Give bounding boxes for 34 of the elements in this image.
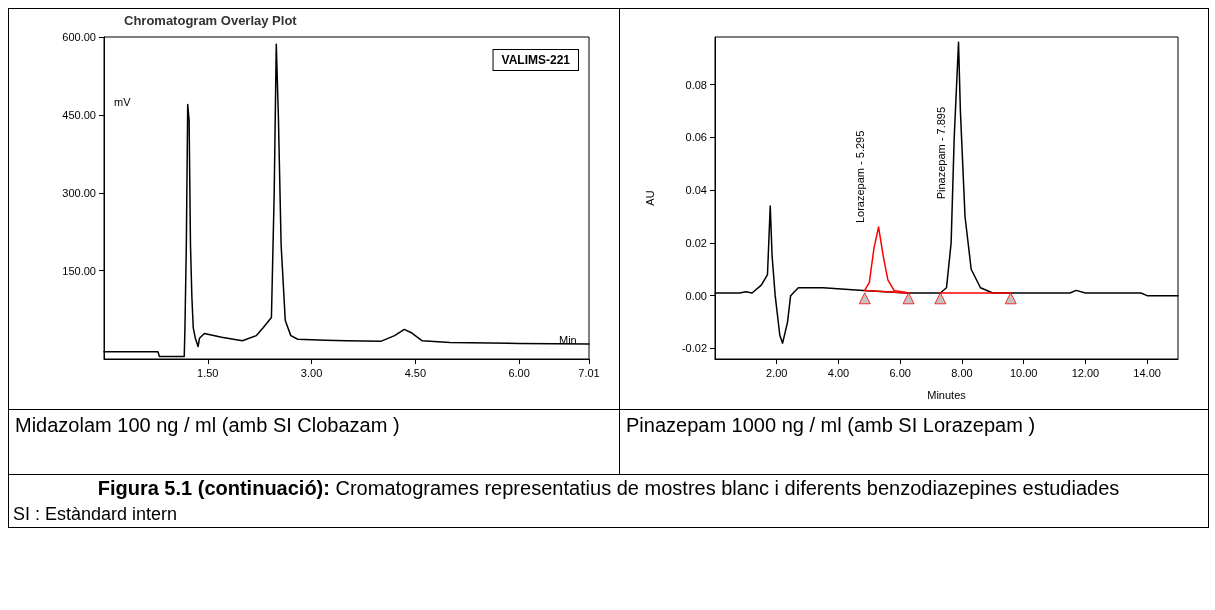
x-tick-label: 1.50 [197, 366, 219, 379]
x-tick-label: 10.00 [1009, 366, 1038, 379]
y-tick-label: 150.00 [62, 264, 96, 277]
annotation: Pinazepam - 7.895 [934, 106, 947, 200]
chart-title: Chromatogram Overlay Plot [124, 13, 298, 28]
y-tick-label: -0.02 [681, 342, 707, 355]
x-tick-label: 12.00 [1071, 366, 1100, 379]
y-tick-label: 0.00 [685, 289, 707, 302]
x-tick-label: 14.00 [1133, 366, 1161, 379]
x-tick-label: 4.00 [827, 366, 850, 379]
x-tick-label: 7.01 [578, 366, 600, 379]
text: Midazolam 100 ng / ml (amb SI Clobazam ) [9, 409, 619, 474]
annotation: VALIMS-221 [501, 53, 571, 67]
text: Figura 5.1 (continuació): Cromatogrames representatius de mostres blanc i diferents benzodiazepines estudiades [9, 474, 1208, 502]
x-tick-label: 3.00 [300, 366, 323, 379]
x-axis-title: Min [559, 333, 577, 346]
annotation: Lorazepam - 5.295 [854, 130, 867, 224]
y-axis-title: mV [114, 95, 132, 108]
x-tick-label: 4.50 [404, 366, 427, 379]
x-axis-title: Minutes [927, 388, 967, 401]
y-tick-label: 0.06 [685, 131, 707, 144]
x-tick-label: 6.00 [889, 366, 911, 379]
y-tick-label: 0.08 [685, 78, 707, 91]
text: Pinazepam 1000 ng / ml (amb SI Lorazepam ) [620, 409, 1208, 474]
y-tick-label: 300.00 [62, 186, 96, 199]
x-tick-label: 2.00 [766, 366, 788, 379]
text: SI : Estàndard intern [12, 503, 179, 526]
y-tick-label: 0.02 [685, 236, 707, 249]
y-tick-label: 450.00 [62, 108, 96, 121]
y-tick-label: 600.00 [62, 31, 96, 43]
y-axis-title: AU [643, 190, 656, 206]
y-tick-label: 0.04 [685, 184, 707, 197]
x-tick-label: 6.00 [508, 366, 530, 379]
x-tick-label: 8.00 [951, 366, 973, 379]
